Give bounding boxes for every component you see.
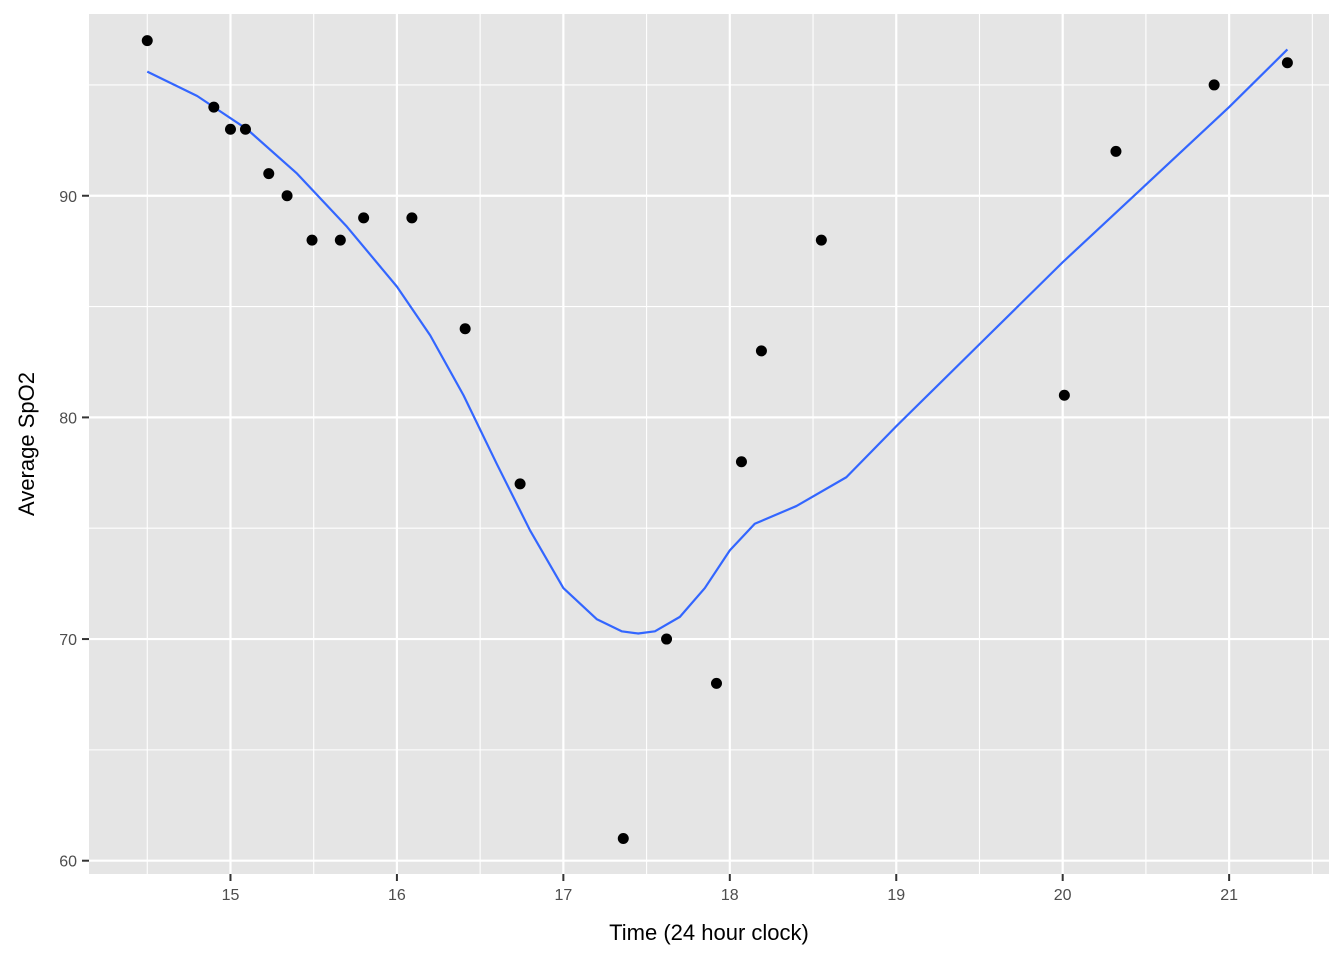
data-point [263,168,275,180]
data-point [334,234,346,246]
points-layer [141,35,1293,845]
x-tick-label: 18 [721,887,739,904]
y-axis-title: Average SpO2 [14,372,39,516]
data-point [281,190,293,202]
smooth-layer [146,48,1289,635]
data-point [661,633,673,645]
data-point [1110,145,1122,157]
x-axis: 15 16 17 18 19 20 21 [222,874,1238,904]
data-point [617,833,629,845]
data-point [755,345,767,357]
grid-minor [89,14,1329,874]
grid-major [89,14,1329,874]
x-tick-label: 20 [1054,887,1072,904]
data-point [141,35,153,47]
x-tick-label: 19 [887,887,905,904]
data-point [1281,57,1293,69]
data-point [306,234,318,246]
data-point [358,212,370,224]
data-point [1208,79,1220,91]
data-point [1058,389,1070,401]
data-point [224,123,236,135]
data-point [459,323,471,335]
data-point [710,677,722,689]
data-point [514,478,526,490]
y-tick-label: 90 [59,189,77,206]
x-tick-label: 21 [1220,887,1238,904]
smooth-line [146,48,1289,635]
data-point [735,456,747,468]
data-point [406,212,418,224]
x-tick-label: 15 [222,887,240,904]
data-point [239,123,251,135]
data-point [815,234,827,246]
x-tick-label: 17 [554,887,572,904]
y-tick-label: 60 [59,854,77,871]
y-axis: 60 70 80 90 [59,189,89,871]
data-point [208,101,220,113]
x-axis-title: Time (24 hour clock) [609,920,809,945]
plot-panel [89,14,1329,874]
y-tick-label: 80 [59,410,77,427]
x-tick-label: 16 [388,887,406,904]
y-tick-label: 70 [59,632,77,649]
